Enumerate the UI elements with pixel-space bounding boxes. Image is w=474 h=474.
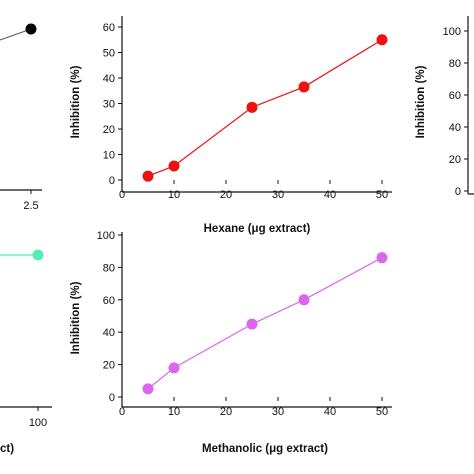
y-tick-label: 60 — [449, 90, 461, 102]
y-tick-label: 20 — [103, 360, 115, 372]
y-tick-label: 20 — [449, 154, 461, 166]
x-tick-label: 20 — [220, 406, 232, 418]
panel-bottom-left: 100 ct) — [0, 249, 52, 455]
y-tick-label: 20 — [103, 124, 115, 136]
panel-top-left: 2.5 — [0, 23, 42, 212]
y-tick-label: 0 — [109, 392, 115, 404]
data-point — [168, 160, 180, 172]
x-tick-label: 40 — [324, 189, 336, 201]
y-tick-label: 0 — [109, 175, 115, 187]
x-tick-label: 30 — [272, 189, 284, 201]
y-axis-title: Inhibition (%) — [70, 281, 82, 354]
x-tick-label: 10 — [168, 189, 180, 201]
panel-hexane: 0 10 20 30 40 50 60 0 10 20 30 40 50 Inhibition (%)… — [70, 16, 392, 235]
y-axis-title: Inhibition (%) — [70, 65, 82, 138]
data-point — [376, 34, 388, 46]
y-tick-label: 40 — [449, 122, 461, 134]
y-tick-label: 100 — [443, 26, 461, 38]
y-axis-title: Inhibition (%) — [415, 65, 427, 138]
x-tick-label: 2.5 — [23, 200, 38, 212]
y-tick-label: 80 — [103, 262, 115, 274]
data-point — [376, 252, 388, 264]
y-tick-label: 50 — [103, 48, 115, 60]
data-point — [168, 362, 180, 374]
series-line — [147, 39, 383, 177]
x-tick-label: 50 — [376, 406, 388, 418]
y-tick-label: 60 — [103, 295, 115, 307]
x-axis-title: Methanolic (μg extract) — [202, 443, 328, 455]
data-point — [142, 170, 154, 182]
data-point — [298, 81, 310, 93]
y-tick-label: 30 — [103, 99, 115, 111]
x-tick-label: 100 — [29, 417, 47, 429]
y-tick-label: 40 — [103, 327, 115, 339]
x-tick-label: 0 — [119, 406, 125, 418]
data-point — [246, 318, 258, 330]
y-tick-label: 0 — [455, 186, 461, 198]
x-axis-title: ct) — [0, 443, 14, 455]
y-tick-label: 60 — [103, 22, 115, 34]
x-tick-label: 20 — [220, 189, 232, 201]
x-tick-label: 0 — [119, 189, 125, 201]
data-point — [32, 249, 44, 261]
x-tick-label: 10 — [168, 406, 180, 418]
x-axis-title: Hexane (μg extract) — [204, 223, 311, 235]
data-point — [246, 101, 258, 113]
x-tick-label: 30 — [272, 406, 284, 418]
panel-top-right: 0 20 40 60 80 100 Inhibition (%) — [415, 16, 474, 198]
y-tick-label: 100 — [97, 230, 115, 242]
x-tick-label: 40 — [324, 406, 336, 418]
data-point — [298, 294, 310, 306]
y-tick-label: 10 — [103, 150, 115, 162]
data-point — [142, 383, 154, 395]
y-tick-label: 40 — [103, 73, 115, 85]
series-line — [147, 257, 383, 390]
x-tick-label: 50 — [376, 189, 388, 201]
data-point — [25, 23, 37, 35]
y-tick-label: 80 — [449, 58, 461, 70]
